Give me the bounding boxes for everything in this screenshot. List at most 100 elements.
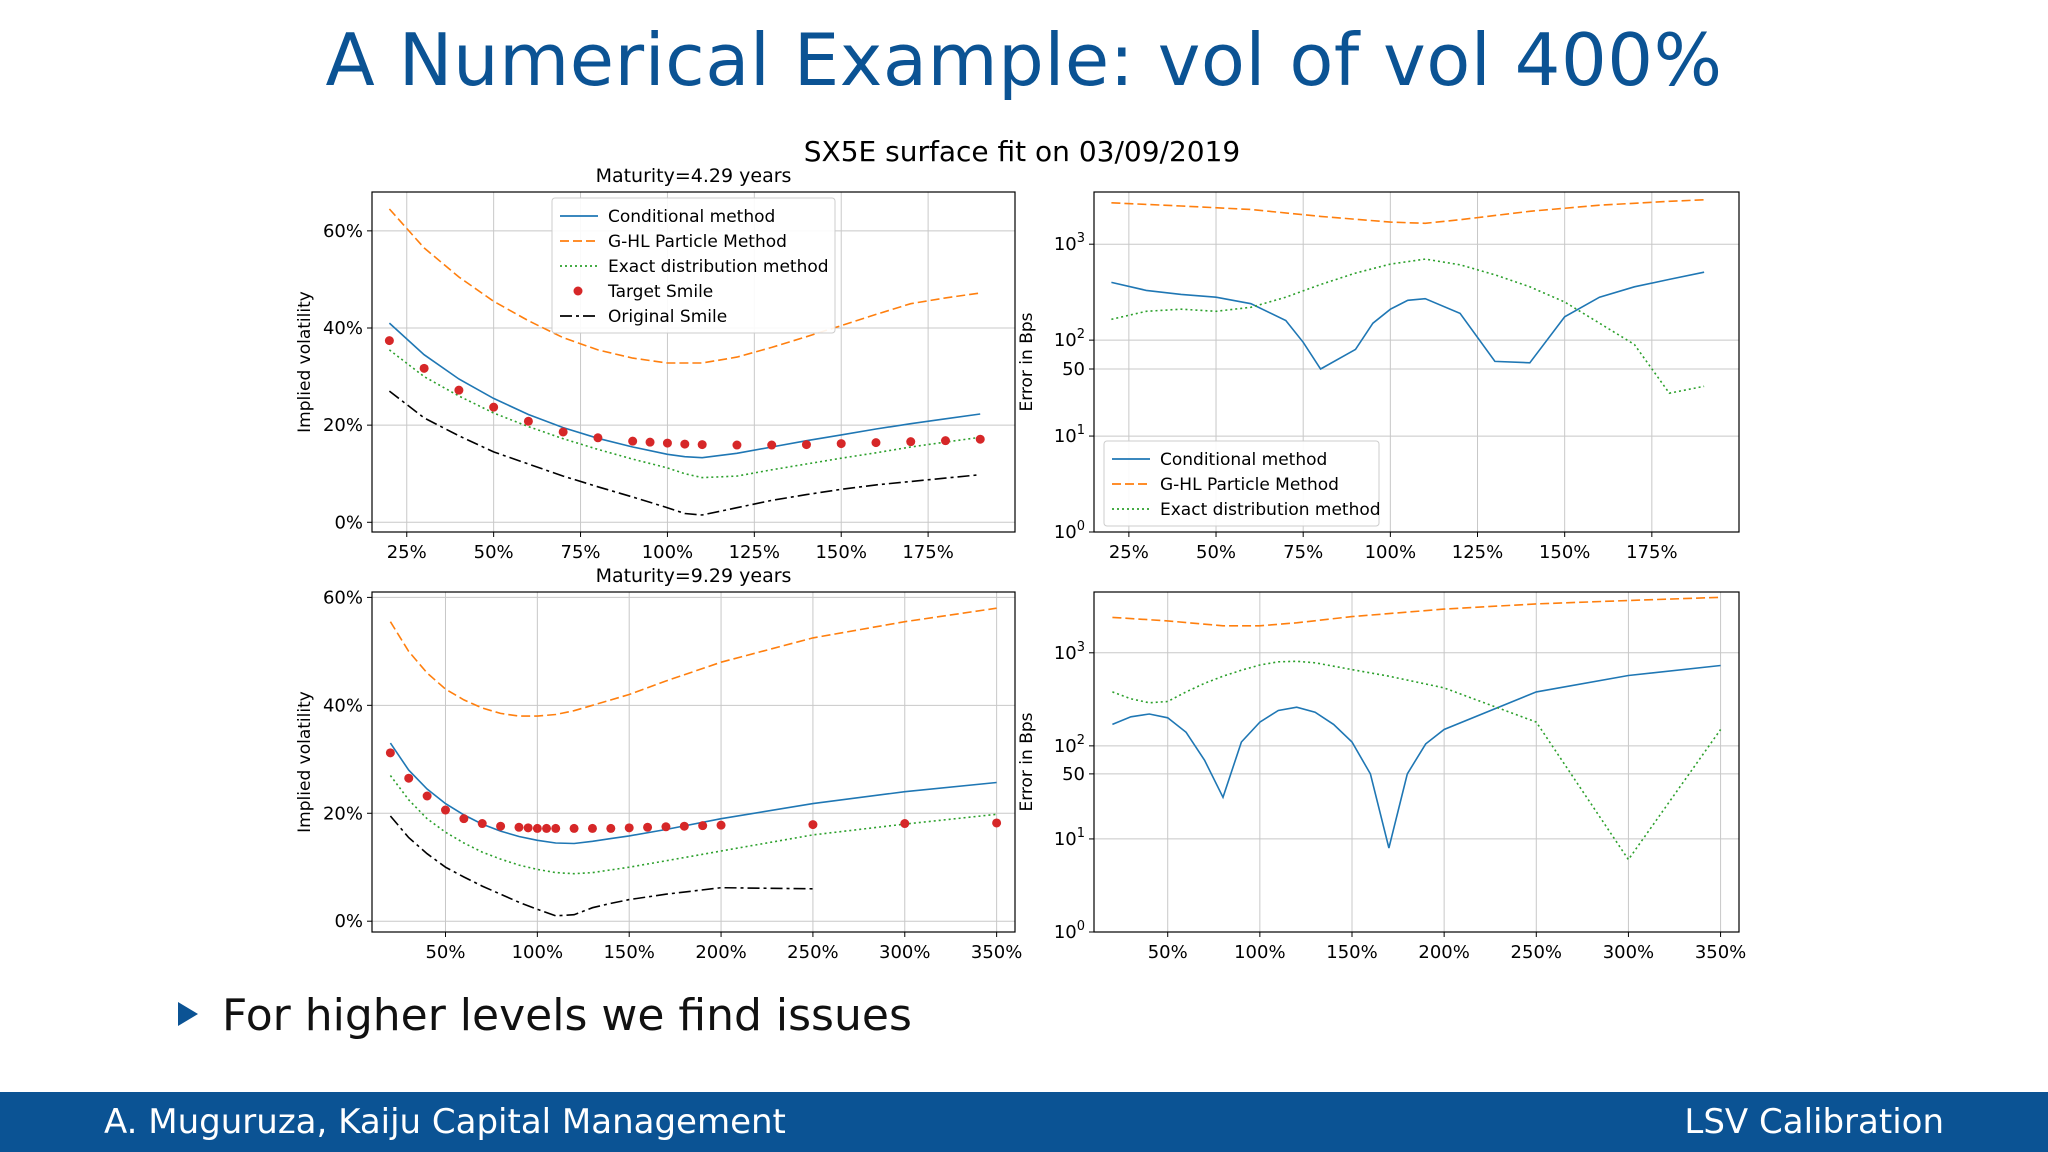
y-axis-label: Error in Bps (1017, 312, 1037, 411)
target-smile-point (422, 791, 432, 801)
x-tick-label: 200% (1418, 942, 1469, 963)
x-tick-label: 250% (787, 942, 838, 963)
x-tick-label: 250% (1511, 942, 1562, 963)
target-smile-point (606, 823, 616, 833)
target-smile-point (698, 821, 708, 831)
series-group (385, 607, 1002, 917)
target-smile-point (808, 820, 818, 830)
target-smile-point (523, 416, 533, 426)
chart-title: Maturity=4.29 years (596, 165, 792, 187)
series-line-conditional-method (1111, 271, 1705, 371)
target-smile-point (514, 822, 524, 832)
target-smile-point (906, 437, 916, 447)
x-tick-label: 125% (729, 542, 780, 563)
target-smile-point (697, 440, 707, 450)
y-tick-label: 103 (1054, 640, 1085, 664)
legend-label: Exact distribution method (608, 257, 829, 277)
slide-title: A Numerical Example: vol of vol 400% (325, 18, 1723, 102)
legend: Conditional method G-HL Particle Method Ex… (1103, 440, 1381, 527)
legend-label: Conditional method (1160, 450, 1327, 470)
series-line-original-smile (388, 390, 981, 516)
target-smile-point (716, 820, 726, 830)
legend-label: Target Smile (607, 282, 713, 302)
target-smile-point (645, 437, 655, 447)
target-smile-point (628, 436, 638, 446)
figure-suptitle: SX5E surface fit on 03/09/2019 (804, 135, 1240, 168)
target-smile-point (569, 823, 579, 833)
target-smile-point (440, 805, 450, 815)
target-smile-point (836, 439, 846, 449)
series-group (384, 208, 985, 516)
axes-frame (371, 591, 1016, 933)
x-tick-label: 150% (815, 542, 866, 563)
x-tick-label: 100% (642, 542, 693, 563)
legend-label: Conditional method (608, 207, 775, 227)
x-tick-label: 50% (1196, 542, 1236, 563)
x-tick-label: 50% (1148, 942, 1188, 963)
y-tick-label: 50 (1062, 764, 1085, 785)
y-tick-label: 0% (334, 911, 363, 932)
target-smile-point (801, 440, 811, 450)
target-smile-point (767, 440, 777, 450)
x-tick-label: 350% (1695, 942, 1746, 963)
series-group (1112, 596, 1722, 862)
y-tick-label: 20% (323, 415, 363, 436)
chart-panel-2: 25% 50% 75% 100% 125% 150% 175% 100 101 50 102 103 E… (1017, 191, 1740, 563)
legend-label: Original Smile (608, 307, 727, 327)
bullet-item: For higher levels we find issues (178, 990, 912, 1041)
footer-author: A. Muguruza, Kaiju Capital Management (104, 1102, 786, 1142)
target-smile-point (489, 402, 499, 412)
y-tick-label: 0% (334, 512, 363, 533)
x-tick-label: 50% (474, 542, 514, 563)
x-tick-label: 300% (879, 942, 930, 963)
target-smile-point (679, 821, 689, 831)
target-smile-point (551, 823, 561, 833)
series-line-g-hl-particle-method (388, 208, 981, 364)
y-tick-label: 60% (323, 221, 363, 242)
x-tick-label: 150% (1539, 542, 1590, 563)
x-tick-label: 100% (1365, 542, 1416, 563)
target-smile-point (992, 818, 1002, 828)
chart-panel-1: 25% 50% 75% 100% 125% 150% 175% 0% 20% 40% 60% Matu… (295, 165, 1016, 563)
target-smile-point (940, 436, 950, 446)
footer-bar: A. Muguruza, Kaiju Capital Management LS… (0, 1092, 2048, 1152)
y-tick-label: 100 (1054, 919, 1085, 943)
target-smile-point (459, 814, 469, 824)
x-tick-label: 300% (1603, 942, 1654, 963)
series-line-conditional-method (388, 322, 981, 459)
x-tick-label: 175% (1626, 542, 1677, 563)
axes-frame (1093, 191, 1740, 533)
target-smile-point (975, 434, 985, 444)
y-tick-label: 101 (1054, 423, 1085, 447)
series-line-exact-distribution-method (1112, 660, 1722, 862)
series-line-exact-distribution-method (388, 349, 981, 479)
x-tick-label: 50% (425, 942, 465, 963)
target-smile-point (900, 819, 910, 829)
target-smile-point (732, 440, 742, 450)
target-smile-point (587, 823, 597, 833)
legend: Conditional method G-HL Particle Method Ex… (551, 197, 836, 334)
footer-section: LSV Calibration (1684, 1102, 1944, 1142)
legend-box (551, 197, 836, 334)
x-tick-label: 175% (902, 542, 953, 563)
target-smile-point (385, 748, 395, 758)
target-smile-point (593, 433, 603, 443)
legend-label: G-HL Particle Method (1160, 475, 1339, 495)
chart-panel-4: 50% 100% 150% 200% 250% 300% 350% 100 101 50 102 10… (1017, 591, 1746, 963)
target-smile-point (496, 821, 506, 831)
series-line-g-hl-particle-method (1111, 199, 1705, 225)
series-line-g-hl-particle-method (389, 607, 997, 717)
x-tick-label: 75% (1283, 542, 1323, 563)
x-tick-label: 100% (512, 942, 563, 963)
legend-label: G-HL Particle Method (608, 232, 787, 252)
target-smile-point (558, 427, 568, 437)
legend-marker (573, 286, 583, 296)
series-line-conditional-method (1112, 664, 1721, 849)
x-tick-label: 200% (695, 942, 746, 963)
x-tick-label: 150% (1326, 942, 1377, 963)
x-tick-label: 75% (561, 542, 601, 563)
y-tick-label: 102 (1054, 327, 1085, 351)
series-line-g-hl-particle-method (1112, 596, 1721, 627)
x-tick-label: 125% (1452, 542, 1503, 563)
target-smile-point (404, 773, 414, 783)
